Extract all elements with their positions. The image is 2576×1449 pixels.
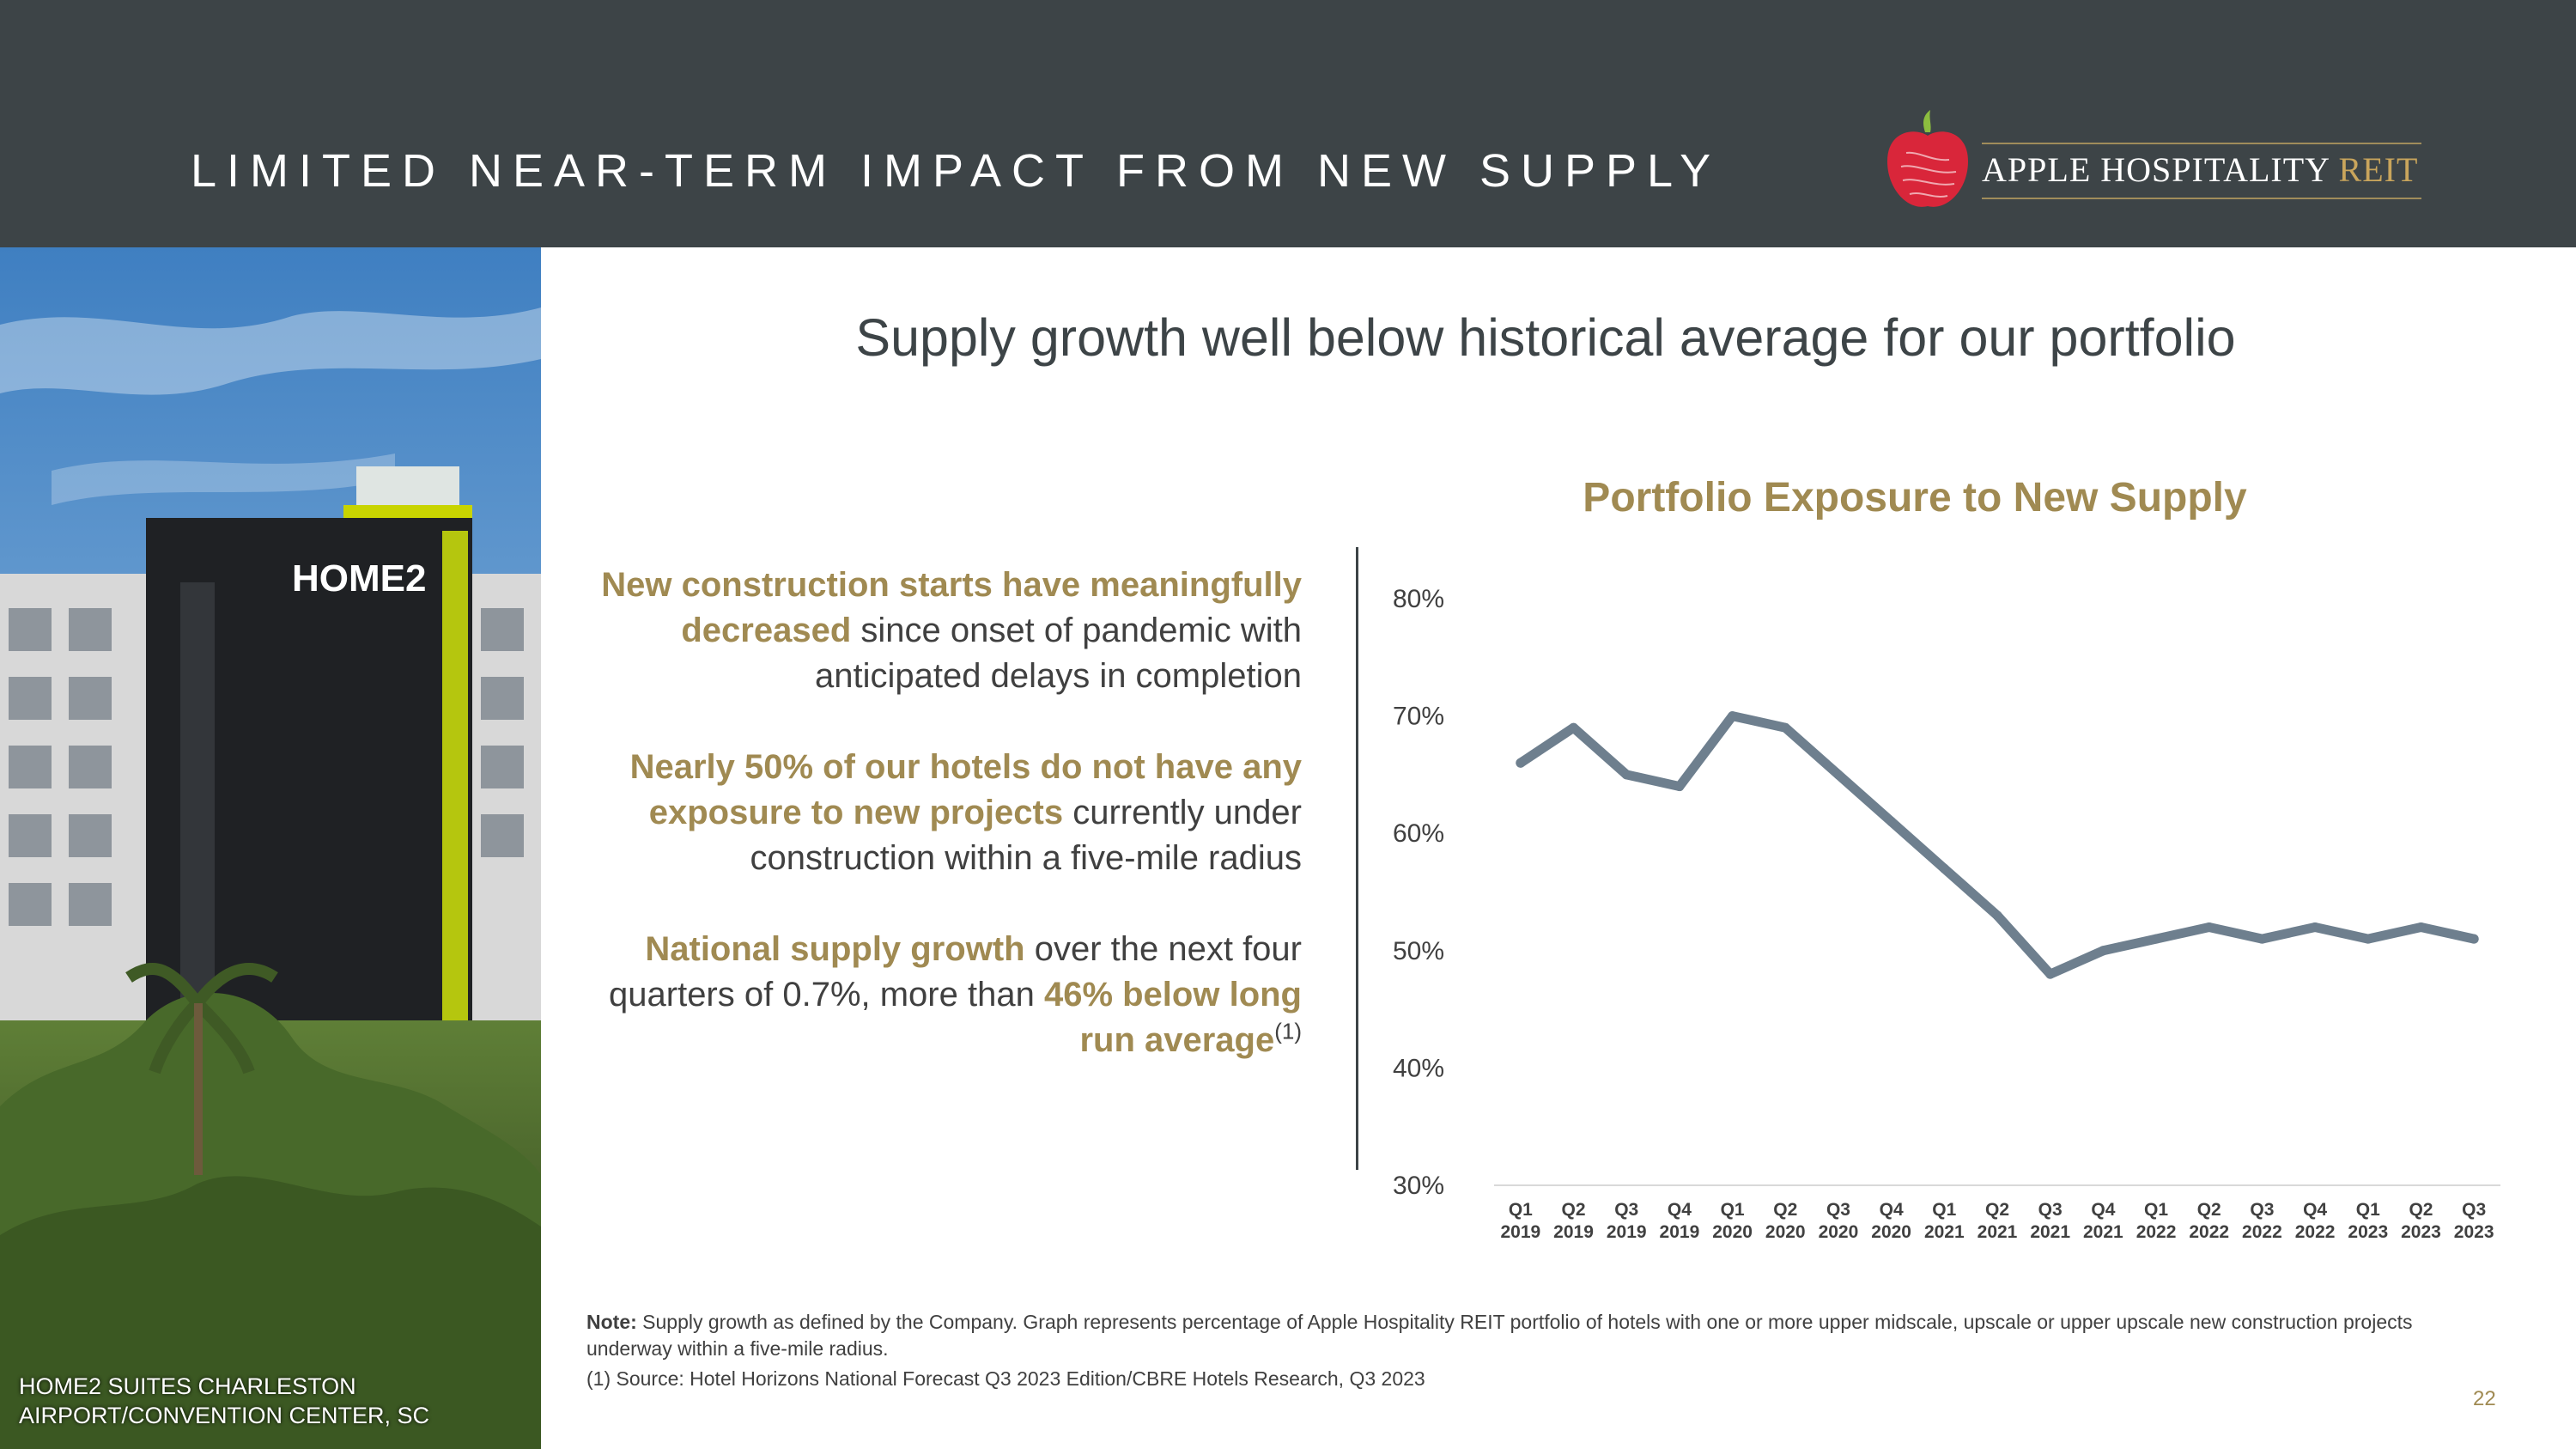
vertical-divider — [1356, 547, 1358, 1170]
data-point — [1886, 817, 1897, 827]
x-tick-label: Q3 2019 — [1607, 1200, 1647, 1242]
y-tick-label: 80% — [1393, 585, 1444, 613]
data-point — [1674, 782, 1685, 792]
bullet-hotel-exposure: Nearly 50% of our hotels do not have any… — [601, 745, 1302, 881]
page-number: 22 — [2473, 1387, 2496, 1410]
note-definition: Note: Supply growth as defined by the Co… — [586, 1309, 2424, 1362]
slide-title: LIMITED NEAR-TERM IMPACT FROM NEW SUPPLY — [191, 145, 1722, 197]
data-point — [1569, 722, 1579, 733]
logo-rule-bottom — [1982, 198, 2421, 199]
data-point — [1939, 863, 1949, 874]
x-tick-label: Q2 2020 — [1765, 1200, 1806, 1242]
hotel-sign: HOME2 — [292, 557, 426, 600]
bullet-1-highlight: New construction starts have meaningfull… — [601, 566, 1302, 649]
data-point — [1992, 910, 2002, 921]
x-tick-label: Q1 2023 — [2348, 1200, 2388, 1242]
key-points: New construction starts have meaningfull… — [601, 563, 1302, 1109]
bullet-3-text: over the next four quarters of 0.7%, mor… — [609, 930, 1302, 1014]
x-tick-label: Q4 2021 — [2083, 1200, 2123, 1242]
bullet-construction-starts: New construction starts have meaningfull… — [601, 563, 1302, 699]
y-tick-label: 60% — [1393, 819, 1444, 848]
x-tick-label: Q3 2021 — [2030, 1200, 2070, 1242]
x-tick-label: Q4 2020 — [1871, 1200, 1911, 1242]
photo-caption: HOME2 SUITES CHARLESTON AIRPORT/CONVENTI… — [19, 1372, 429, 1430]
x-tick-label: Q1 2021 — [1924, 1200, 1965, 1242]
x-tick-label: Q2 2023 — [2401, 1200, 2441, 1242]
bullet-3-highlight-a: National supply growth — [645, 930, 1025, 968]
data-point — [2415, 922, 2426, 932]
x-tick-label: Q2 2021 — [1978, 1200, 2018, 1242]
x-tick-label: Q1 2022 — [2136, 1200, 2177, 1242]
bullet-1-text: since onset of pandemic with anticipated… — [814, 612, 1302, 695]
data-point — [2469, 934, 2479, 944]
x-tick-label: Q1 2020 — [1712, 1200, 1753, 1242]
data-point — [1833, 770, 1844, 780]
y-tick-label: 50% — [1393, 937, 1444, 965]
x-tick-label: Q2 2022 — [2189, 1200, 2229, 1242]
slide-subtitle: Supply growth well below historical aver… — [855, 308, 2236, 367]
company-logo: APPLE HOSPITALITY REIT — [1880, 110, 2421, 213]
note-source: (1) Source: Hotel Horizons National Fore… — [586, 1367, 1425, 1390]
bullet-national-supply: National supply growth over the next fou… — [601, 927, 1302, 1063]
caption-line-2: AIRPORT/CONVENTION CENTER, SC — [19, 1403, 430, 1428]
x-tick-label: Q3 2022 — [2242, 1200, 2282, 1242]
x-tick-label: Q4 2019 — [1660, 1200, 1700, 1242]
data-point — [2257, 934, 2267, 944]
bullet-3-highlight-b: 46% below long run average — [1043, 976, 1302, 1059]
slide-header: LIMITED NEAR-TERM IMPACT FROM NEW SUPPLY… — [0, 0, 2576, 247]
hotel-photo: HOME2 HOME2 SUITES CHARLESTON AIRPORT/CO… — [0, 247, 541, 1449]
note-label: Note: — [586, 1311, 637, 1333]
bullet-2-text: currently under construction within a fi… — [750, 794, 1302, 877]
data-point — [2204, 922, 2215, 932]
bullet-2-highlight: Nearly 50% of our hotels do not have any… — [629, 748, 1302, 831]
logo-rule-top — [1982, 143, 2421, 144]
y-tick-label: 30% — [1393, 1172, 1444, 1200]
data-point — [2363, 934, 2373, 944]
exposure-line-chart: 30% 40% 50% 60% 70% 80% Q1 2019 Q2 2019 Q3 2019 Q4 20… — [1393, 585, 2500, 1242]
data-point — [2151, 934, 2161, 944]
data-point — [1516, 758, 1526, 768]
data-point — [1621, 770, 1631, 780]
data-point — [1780, 722, 1790, 733]
y-tick-label: 40% — [1393, 1054, 1444, 1082]
x-tick-label: Q1 2019 — [1500, 1200, 1540, 1242]
apple-icon — [1887, 110, 1968, 207]
x-tick-label: Q3 2020 — [1819, 1200, 1859, 1242]
x-tick-label: Q3 2023 — [2454, 1200, 2494, 1242]
note-text: Supply growth as defined by the Company.… — [586, 1311, 2413, 1360]
x-tick-label: Q4 2022 — [2295, 1200, 2336, 1242]
caption-line-1: HOME2 SUITES CHARLESTON — [19, 1373, 356, 1399]
chart-title: Portfolio Exposure to New Supply — [1583, 475, 2247, 521]
logo-wordmark: APPLE HOSPITALITY REIT — [1982, 150, 2419, 189]
footnotes: Note: Supply growth as defined by the Co… — [586, 1309, 2424, 1396]
data-point — [2045, 969, 2056, 979]
x-tick-label: Q2 2019 — [1553, 1200, 1594, 1242]
data-point — [2310, 922, 2320, 932]
footnote-marker: (1) — [1274, 1018, 1302, 1044]
y-tick-label: 70% — [1393, 703, 1444, 731]
data-point — [2098, 946, 2108, 956]
series-line — [1516, 711, 2479, 979]
data-point — [1728, 711, 1738, 721]
